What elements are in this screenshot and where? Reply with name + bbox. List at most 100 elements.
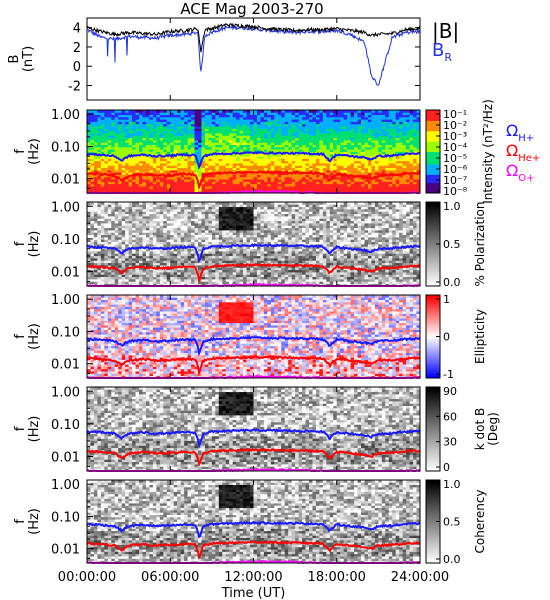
spectrogram-cell: [177, 253, 182, 257]
spectrogram-cell: [201, 110, 206, 113]
spectrogram-cell: [256, 130, 261, 134]
spectrogram-cell: [281, 116, 286, 120]
spectrogram-cell: [170, 232, 175, 236]
spectrogram-cell: [357, 176, 362, 180]
spectrogram-cell: [402, 114, 407, 118]
spectrogram-cell: [208, 281, 213, 285]
spectrogram-cell: [291, 135, 296, 139]
spectrogram-cell: [378, 142, 383, 145]
spectrogram-cell: [291, 112, 296, 116]
spectrogram-cell: [281, 163, 286, 166]
spectrogram-cell: [145, 116, 150, 120]
spectrogram-cell: [163, 220, 168, 224]
spectrogram-cell: [229, 179, 234, 182]
spectrogram-cell: [139, 146, 143, 150]
spectrogram-cell: [142, 237, 147, 240]
spectrogram-cell: [125, 232, 130, 236]
spectrogram-cell: [187, 258, 192, 261]
spectrogram-cell: [305, 137, 310, 141]
spectrogram-cell: [284, 133, 289, 136]
spectrogram-cell: [270, 135, 275, 139]
spectrogram-cell: [139, 183, 143, 187]
spectrogram-cell: [364, 112, 369, 116]
spectrogram-cell: [132, 158, 136, 162]
spectrogram-cell: [413, 114, 417, 118]
spectrogram-cell: [260, 116, 265, 120]
spectrogram-cell: [114, 130, 119, 134]
spectrogram-cell: [170, 202, 175, 205]
spectrogram-cell: [215, 186, 220, 189]
spectrogram-cell: [222, 176, 227, 180]
spectrogram-cell: [104, 126, 109, 129]
spectrogram-cell: [371, 126, 376, 129]
spectrogram-cell: [184, 258, 188, 261]
spectrogram-cell: [107, 142, 112, 145]
spectrogram-cell: [222, 151, 227, 155]
spectrogram-cell: [187, 128, 192, 132]
spectrogram-cell: [184, 281, 188, 285]
spectrogram-cell: [215, 176, 220, 180]
spectrogram-cell: [413, 123, 417, 127]
spectrogram-cell: [166, 251, 171, 254]
spectrogram-cell: [87, 220, 91, 224]
spectrogram-cell: [159, 281, 164, 285]
spectrogram-cell: [128, 251, 133, 254]
spectrogram-cell: [180, 176, 185, 180]
spectrogram-cell: [121, 174, 126, 178]
spectrogram-cell: [111, 204, 116, 208]
spectrogram-cell: [225, 149, 230, 152]
spectrogram-cell: [388, 186, 393, 189]
spectrogram-cell: [253, 119, 258, 122]
spectrogram-cell: [288, 137, 293, 141]
spectrogram-cell: [177, 133, 182, 136]
spectrogram-cell: [97, 239, 102, 243]
spectrogram-cell: [142, 218, 147, 222]
spectrogram-cell: [381, 123, 386, 127]
spectrogram-cell: [402, 123, 407, 127]
spectrogram-cell: [291, 110, 296, 113]
spectrogram-cell: [104, 149, 109, 152]
spectrogram-cell: [281, 126, 286, 129]
spectrogram-cell: [374, 116, 379, 120]
spectrogram-cell: [166, 227, 171, 231]
spectrogram-cell: [111, 116, 116, 120]
spectrogram-cell: [350, 130, 355, 134]
spectrogram-cell: [97, 139, 102, 143]
spectrogram-cell: [211, 126, 216, 129]
spectrogram-cell: [211, 255, 216, 259]
spectrogram-cell: [198, 110, 202, 113]
spectrogram-cell: [159, 223, 164, 226]
colorbar-tick-label: 10⁻⁶: [443, 163, 468, 176]
spectrogram-cell: [184, 183, 188, 187]
spectrogram-cell: [87, 179, 91, 182]
spectrogram-cell: [218, 144, 223, 148]
spectrogram-cell: [191, 262, 195, 266]
spectrogram-cell: [149, 213, 154, 217]
spectrogram-cell: [100, 227, 105, 231]
spectrogram-cell: [87, 119, 91, 122]
spectrogram-cell: [406, 156, 410, 159]
spectrogram-cell: [381, 116, 386, 120]
spectrogram-cell: [281, 130, 286, 134]
spectrogram-cell: [201, 137, 206, 141]
spectrogram-cell: [191, 121, 195, 125]
spectrogram-cell: [381, 137, 386, 141]
spectrogram-cell: [340, 186, 345, 189]
spectrogram-cell: [139, 241, 143, 245]
spectrogram-cell: [229, 126, 234, 129]
spectrogram-cell: [142, 258, 147, 261]
spectrogram-cell: [104, 163, 109, 166]
spectrogram-cell: [100, 216, 105, 219]
spectrogram-cell: [142, 260, 147, 264]
spectrogram-cell: [100, 267, 105, 271]
spectrogram-cell: [260, 110, 265, 113]
spectrogram-cell: [284, 116, 289, 120]
spectrogram-cell: [218, 258, 223, 261]
spectrogram-cell: [132, 179, 136, 182]
spectrogram-cell: [388, 130, 393, 134]
spectrogram-cell: [267, 144, 272, 148]
spectrogram-cell: [222, 246, 227, 250]
spectrogram-cell: [90, 110, 95, 113]
spectrogram-cell: [166, 139, 171, 143]
spectrogram-cell: [225, 112, 230, 116]
